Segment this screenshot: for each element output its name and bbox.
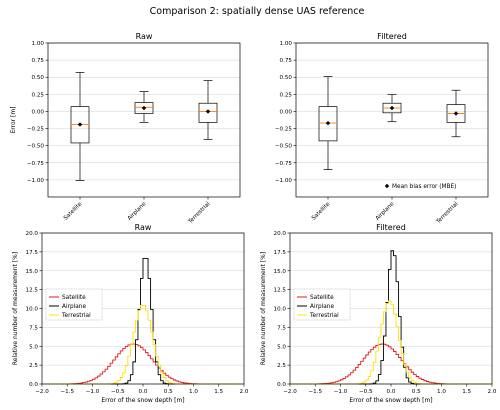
x-tick-label: −0.5 — [111, 389, 125, 395]
panel-title: Filtered — [377, 32, 407, 41]
legend-label: Airplane — [310, 304, 334, 310]
y-tick-label: 1.00 — [32, 41, 45, 47]
y-tick-label: 12.5 — [26, 288, 39, 294]
x-axis-label: Error of the snow depth [m] — [101, 397, 184, 404]
histogram-panel-3: 0.0 2.5 5.0 7.5 10.0 12.5 15.0 17.5 20.0 −2.0 −1.5… — [260, 223, 497, 404]
legend-label: Airplane — [62, 304, 86, 310]
y-axis-label: Error [m] — [10, 106, 17, 133]
x-tick-label: 0.5 — [412, 389, 421, 395]
legend-label: Terrestrial — [61, 313, 91, 319]
x-tick-label: 1.0 — [437, 389, 446, 395]
mean-marker — [77, 122, 83, 127]
x-tick-label: −2.0 — [283, 389, 297, 395]
y-tick-label: 20.0 — [274, 231, 287, 237]
y-tick-label: 2.5 — [29, 363, 38, 369]
y-tick-label: −0.75 — [27, 161, 45, 167]
y-tick-label: 7.5 — [29, 325, 38, 331]
x-tick-label: 1.5 — [214, 389, 223, 395]
y-tick-label: 0.00 — [280, 109, 293, 115]
x-tick-label: 0.5 — [164, 389, 173, 395]
plot-frame — [295, 42, 489, 198]
legend-label: Satellite — [62, 295, 86, 301]
x-tick-label: Airplane — [127, 201, 148, 222]
x-tick-label: 0.0 — [139, 389, 148, 395]
legend-marker — [384, 183, 390, 189]
y-tick-label: 17.5 — [26, 250, 39, 256]
panel-title: Raw — [136, 32, 153, 41]
y-tick-label: 5.0 — [29, 344, 38, 350]
x-tick-label: 2.0 — [488, 389, 497, 395]
y-tick-label: 0.25 — [280, 92, 293, 98]
histogram-series-satellite — [290, 343, 492, 385]
x-tick-label: Satellite — [63, 201, 84, 222]
y-tick-label: 15.0 — [274, 269, 287, 275]
y-axis-label: Relative number of measurement [%] — [260, 252, 267, 365]
y-tick-label: 7.5 — [277, 325, 286, 331]
plot-frame — [41, 232, 245, 385]
figure-title: Comparison 2: spatially dense UAS refere… — [150, 6, 365, 17]
legend-label: Terrestrial — [309, 313, 339, 319]
y-tick-label: 0.75 — [32, 58, 45, 64]
histogram-panel-2: 0.0 2.5 5.0 7.5 10.0 12.5 15.0 17.5 20.0 −2.0 −1.5… — [12, 223, 249, 404]
panel-title: Raw — [135, 223, 152, 232]
histogram-series-satellite — [42, 343, 244, 385]
y-tick-label: 10.0 — [26, 307, 39, 313]
x-tick-label: −1.5 — [308, 389, 322, 395]
x-tick-label: Terrestrial — [187, 201, 212, 226]
x-tick-label: −2.0 — [35, 389, 49, 395]
y-tick-label: 20.0 — [26, 231, 39, 237]
mean-marker — [141, 105, 147, 111]
mean-marker — [389, 105, 395, 111]
legend-label: Satellite — [310, 295, 334, 301]
y-tick-label: −1.00 — [27, 178, 45, 184]
y-tick-label: 1.00 — [280, 41, 293, 47]
x-tick-label: 2.0 — [240, 389, 249, 395]
y-tick-label: 5.0 — [277, 344, 286, 350]
x-tick-label: −1.0 — [334, 389, 348, 395]
y-tick-label: −0.75 — [275, 161, 293, 167]
box-iqr — [318, 106, 338, 142]
y-tick-label: 0.00 — [32, 109, 45, 115]
y-tick-label: 17.5 — [274, 250, 287, 256]
y-tick-label: 0.25 — [32, 92, 45, 98]
y-axis-label: Relative number of measurement [%] — [12, 252, 19, 365]
mean-marker — [325, 120, 331, 126]
panels: −1.00−0.75−0.50−0.250.000.250.500.751.00… — [10, 32, 497, 404]
x-tick-label: −1.5 — [60, 389, 74, 395]
y-tick-label: −0.50 — [27, 144, 45, 150]
boxplot-panel-1: −1.00 −0.75 −0.50 −0.25 0.00 0.25 0.50 0.75 1.00… — [275, 32, 489, 226]
x-axis-label: Error of the snow depth [m] — [349, 397, 432, 404]
y-tick-label: −0.25 — [275, 127, 293, 133]
boxplot-panel-0: −1.00 −0.75 −0.50 −0.25 0.00 0.25 0.50 0.75 1.00… — [10, 32, 241, 226]
y-tick-label: 10.0 — [274, 307, 287, 313]
y-tick-label: −0.50 — [275, 144, 293, 150]
y-tick-label: 0.0 — [29, 382, 38, 388]
x-tick-label: 0.0 — [387, 389, 396, 395]
x-tick-label: Airplane — [375, 201, 396, 222]
legend-label: Mean bias error (MBE) — [392, 184, 456, 190]
panel-title: Filtered — [376, 223, 406, 232]
x-tick-label: Terrestrial — [435, 201, 460, 226]
y-tick-label: −0.25 — [27, 127, 45, 133]
y-tick-label: 12.5 — [274, 288, 287, 294]
y-tick-label: −1.00 — [275, 178, 293, 184]
x-tick-label: 1.0 — [189, 389, 198, 395]
mean-marker — [453, 111, 459, 116]
mean-marker — [205, 109, 211, 114]
y-tick-label: 0.50 — [280, 75, 293, 81]
plot-frame — [47, 42, 241, 198]
y-tick-label: 15.0 — [26, 269, 39, 275]
x-tick-label: −0.5 — [359, 389, 373, 395]
x-tick-label: 1.5 — [462, 389, 471, 395]
x-tick-label: −1.0 — [86, 389, 100, 395]
x-tick-label: Satellite — [311, 201, 332, 222]
y-tick-label: 0.50 — [32, 75, 45, 81]
box-iqr — [134, 102, 154, 114]
y-tick-label: 2.5 — [277, 363, 286, 369]
y-tick-label: 0.75 — [280, 58, 293, 64]
box-iqr — [198, 102, 218, 123]
plot-frame — [289, 232, 493, 385]
y-tick-label: 0.0 — [277, 382, 286, 388]
